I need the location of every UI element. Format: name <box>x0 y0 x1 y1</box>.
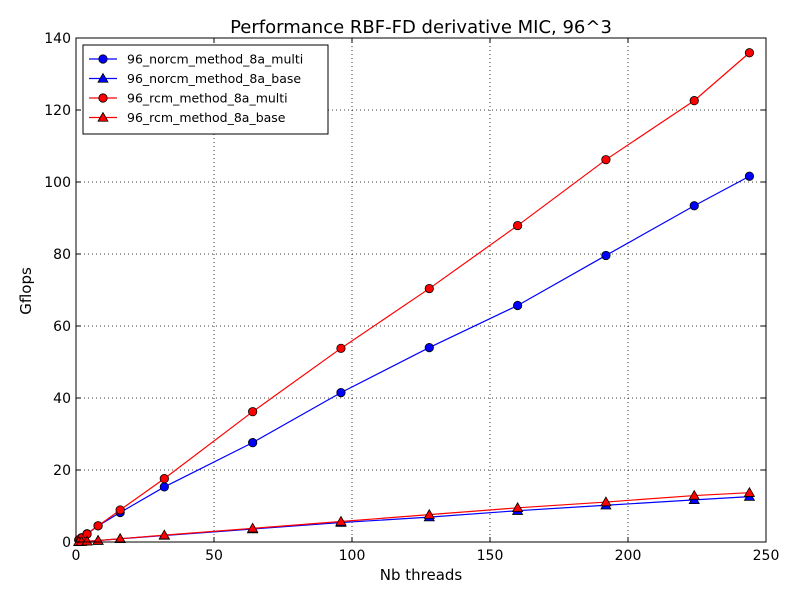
data-point <box>336 387 346 398</box>
data-point <box>248 407 258 417</box>
data-point <box>689 201 699 211</box>
data-point <box>159 474 169 484</box>
y-tick-label: 20 <box>53 463 71 479</box>
x-tick-label: 0 <box>72 548 81 564</box>
data-point <box>93 521 103 531</box>
series-line <box>78 496 750 543</box>
y-tick-label: 100 <box>44 175 71 191</box>
data-point <box>424 283 434 294</box>
series-96_norcm_method_8a_multi <box>74 171 755 545</box>
series-96_rcm_method_8a_multi <box>74 48 755 545</box>
data-point <box>248 438 258 448</box>
data-point <box>159 482 169 492</box>
legend-marker <box>97 72 109 83</box>
data-point <box>512 300 523 311</box>
legend: 96_norcm_method_8a_multi 96_norcm_method_… <box>82 44 329 135</box>
legend-marker <box>98 93 108 103</box>
data-point <box>744 171 755 181</box>
data-point <box>81 535 93 546</box>
legend-label: 96_norcm_method_8a_multi <box>127 52 303 67</box>
x-tick-label: 50 <box>205 548 223 564</box>
data-point <box>688 489 700 500</box>
y-tick-label: 120 <box>44 103 71 119</box>
plot-frame <box>75 37 767 543</box>
x-tick-label: 250 <box>753 548 780 564</box>
legend-label: 96_rcm_method_8a_base <box>127 110 286 125</box>
legend-label: 96_rcm_method_8a_multi <box>127 91 288 106</box>
data-point <box>158 529 171 540</box>
data-point <box>115 505 125 515</box>
y-axis-label: Gflops <box>17 267 35 315</box>
x-tick-label: 100 <box>339 548 366 564</box>
legend-label: 96_norcm_method_8a_base <box>127 71 301 86</box>
y-tick-label: 60 <box>53 319 71 335</box>
data-point <box>689 96 699 106</box>
series-96_rcm_method_8a_base <box>73 486 756 546</box>
x-axis-label: Nb threads <box>380 566 463 584</box>
x-tick-label: 150 <box>477 548 504 564</box>
data-point <box>335 515 347 526</box>
series-96_norcm_method_8a_base <box>73 490 756 546</box>
y-tick-label: 0 <box>62 535 71 551</box>
data-point <box>423 508 435 519</box>
chart-title: Performance RBF-FD derivative MIC, 96^3 <box>230 17 612 38</box>
data-point <box>511 501 524 512</box>
y-tick-label: 140 <box>44 31 71 47</box>
data-point <box>744 48 755 58</box>
data-point <box>336 343 346 353</box>
series-layer <box>73 48 756 546</box>
ticks: 0 50 100 150 200 250 0 20 40 60 80 100 120 140 <box>44 31 779 564</box>
legend-marker <box>98 54 108 64</box>
data-point <box>512 220 523 231</box>
data-point <box>114 532 126 543</box>
data-point <box>246 522 259 533</box>
data-point <box>424 342 434 353</box>
x-tick-label: 200 <box>615 548 642 564</box>
data-point <box>601 250 611 261</box>
y-tick-label: 80 <box>53 247 71 263</box>
data-point <box>743 486 756 497</box>
legend-marker <box>97 111 109 122</box>
data-point <box>600 496 612 507</box>
data-point <box>601 155 611 165</box>
legend-box <box>82 44 329 135</box>
series-line <box>78 175 750 541</box>
grid <box>76 38 766 542</box>
y-tick-label: 40 <box>53 391 71 407</box>
series-line <box>78 492 750 543</box>
